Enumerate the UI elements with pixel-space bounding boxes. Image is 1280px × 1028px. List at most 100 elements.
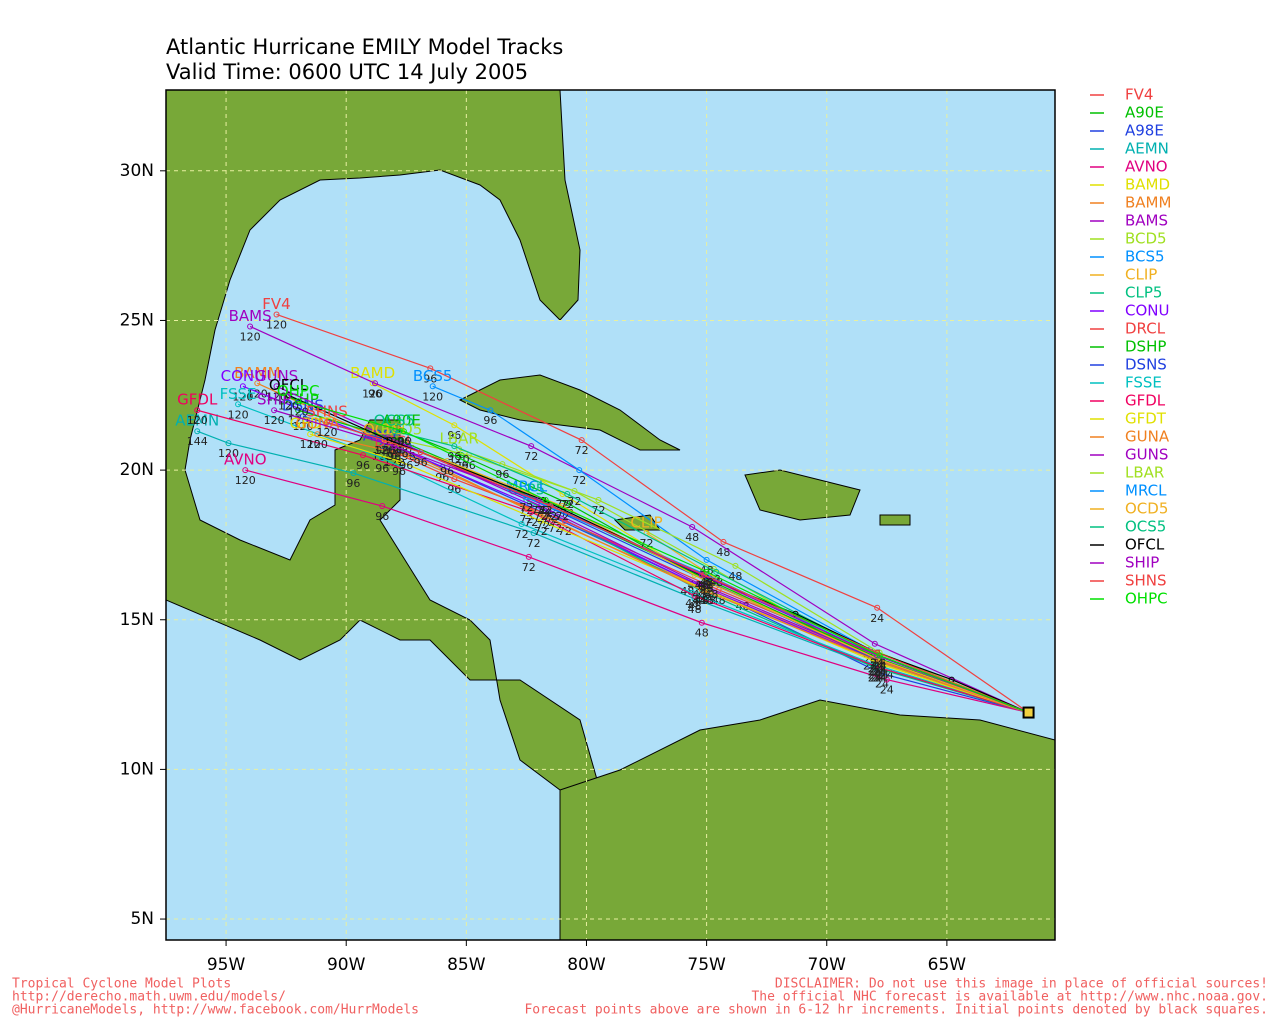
legend-label: FV4 xyxy=(1125,86,1153,104)
forecast-hour: 72 xyxy=(539,504,553,517)
forecast-hour: 72 xyxy=(536,504,550,517)
tracks: 24487296120FV424487296120A90E24487296120… xyxy=(175,295,1035,719)
forecast-hour: 24 xyxy=(870,657,884,670)
forecast-hour: 24 xyxy=(875,669,889,682)
track-name: FV4 xyxy=(262,295,290,313)
forecast-hour: 120 xyxy=(374,444,395,457)
track-point xyxy=(571,488,578,495)
grid xyxy=(166,90,1055,940)
forecast-hour: 120 xyxy=(232,390,253,403)
track-name: OCD5 xyxy=(363,421,406,439)
legend-label: SHIP xyxy=(1125,554,1159,572)
track-line xyxy=(249,325,1029,714)
forecast-hour: 48 xyxy=(688,603,702,616)
forecast-hour: 120 xyxy=(288,405,309,418)
track-point xyxy=(247,323,254,330)
forecast-hour: 96 xyxy=(423,372,437,385)
track-line xyxy=(317,433,1029,714)
forecast-hour: 96 xyxy=(375,444,389,457)
forecast-hour: 96 xyxy=(387,450,401,463)
forecast-hour: 144 xyxy=(187,435,208,448)
forecast-hour: 48 xyxy=(704,588,718,601)
forecast-hour: 96 xyxy=(392,465,406,478)
forecast-hour: 96 xyxy=(440,465,454,478)
forecast-hour: 96 xyxy=(382,444,396,457)
forecast-hour: 24 xyxy=(870,672,884,685)
track-point xyxy=(708,580,715,587)
track-name: AEMN xyxy=(175,412,219,430)
legend: FV4A90EA98EAEMNAVNOBAMDBAMMBAMSBCD5BCS5C… xyxy=(1090,86,1171,608)
track-point xyxy=(713,568,720,575)
legend-label: BAMD xyxy=(1125,176,1170,194)
track-line xyxy=(297,400,1029,714)
track-point xyxy=(379,503,386,510)
y-tick-label: 25N xyxy=(120,310,154,330)
track-point xyxy=(871,640,878,647)
track-name: LBAR xyxy=(439,430,478,448)
hispaniola xyxy=(744,469,861,521)
track-point xyxy=(194,428,201,435)
forecast-hour: 72 xyxy=(536,519,550,532)
track-point xyxy=(691,592,698,599)
y-tick-label: 15N xyxy=(120,610,154,630)
track-point xyxy=(698,619,705,626)
track-name: MRCL xyxy=(506,478,548,496)
forecast-hour: 72 xyxy=(534,510,548,523)
forecast-hour: 120 xyxy=(316,426,337,439)
track-line xyxy=(297,409,1029,714)
forecast-hour: 96 xyxy=(414,456,428,469)
track-point xyxy=(698,586,705,593)
legend-label: GUNS xyxy=(1125,446,1168,464)
forecast-hour: 96 xyxy=(447,429,461,442)
forecast-hour: 120 xyxy=(187,414,208,427)
track-point xyxy=(696,580,703,587)
track-name: SHIP xyxy=(257,391,291,409)
track-name: GUNS xyxy=(255,367,298,385)
track-point xyxy=(458,452,465,459)
legend-label: DSHP xyxy=(1125,338,1166,356)
forecast-hour: 48 xyxy=(688,600,702,613)
axes: 95W 90W 85W 80W 75W 70W 65W 5N 10N 15N 20N 25N 30N xyxy=(120,161,967,975)
track-point xyxy=(372,380,379,387)
x-tick-label: 90W xyxy=(327,955,366,975)
forecast-hour: 48 xyxy=(695,627,709,640)
track-point xyxy=(235,401,242,408)
legend-label: BCS5 xyxy=(1125,248,1165,266)
forecast-hour: 72 xyxy=(572,474,586,487)
y-tick-label: 10N xyxy=(120,759,154,779)
legend-label: CLP5 xyxy=(1125,284,1162,302)
track-point xyxy=(578,437,585,444)
legend-label: GUNA xyxy=(1125,428,1170,446)
track-name: SHNS xyxy=(306,403,348,421)
title: Atlantic Hurricane EMILY Model Tracks xyxy=(166,35,563,59)
track-line xyxy=(326,421,1029,714)
legend-label: A90E xyxy=(1125,104,1164,122)
track-point xyxy=(225,440,232,447)
track-name: BAMD xyxy=(350,364,395,382)
forecast-hour: 96 xyxy=(399,459,413,472)
forecast-hour: 72 xyxy=(524,516,538,529)
track-point xyxy=(285,392,292,399)
forecast-hour: 72 xyxy=(543,510,557,523)
track-point xyxy=(561,517,568,524)
forecast-hour: 120 xyxy=(278,399,299,412)
legend-label: CLIP xyxy=(1125,266,1157,284)
track-point xyxy=(451,443,458,450)
track-point xyxy=(518,520,525,527)
legend-label: BAMM xyxy=(1125,194,1171,212)
forecast-hour: 72 xyxy=(519,501,533,514)
forecast-hour: 24 xyxy=(873,657,887,670)
legend-label: FSSE xyxy=(1125,374,1162,392)
track-name: CONU xyxy=(221,367,265,385)
legend-label: DSNS xyxy=(1125,356,1167,374)
track-point xyxy=(451,422,458,429)
forecast-hour: 120 xyxy=(235,474,256,487)
track-line xyxy=(197,409,1029,714)
forecast-hour: 120 xyxy=(300,438,321,451)
track-point xyxy=(429,383,436,390)
footer-right: DISCLAIMER: Do not use this image in pla… xyxy=(775,977,1268,992)
track-point xyxy=(732,562,739,569)
legend-label: AEMN xyxy=(1125,140,1169,158)
track-point xyxy=(564,500,571,507)
